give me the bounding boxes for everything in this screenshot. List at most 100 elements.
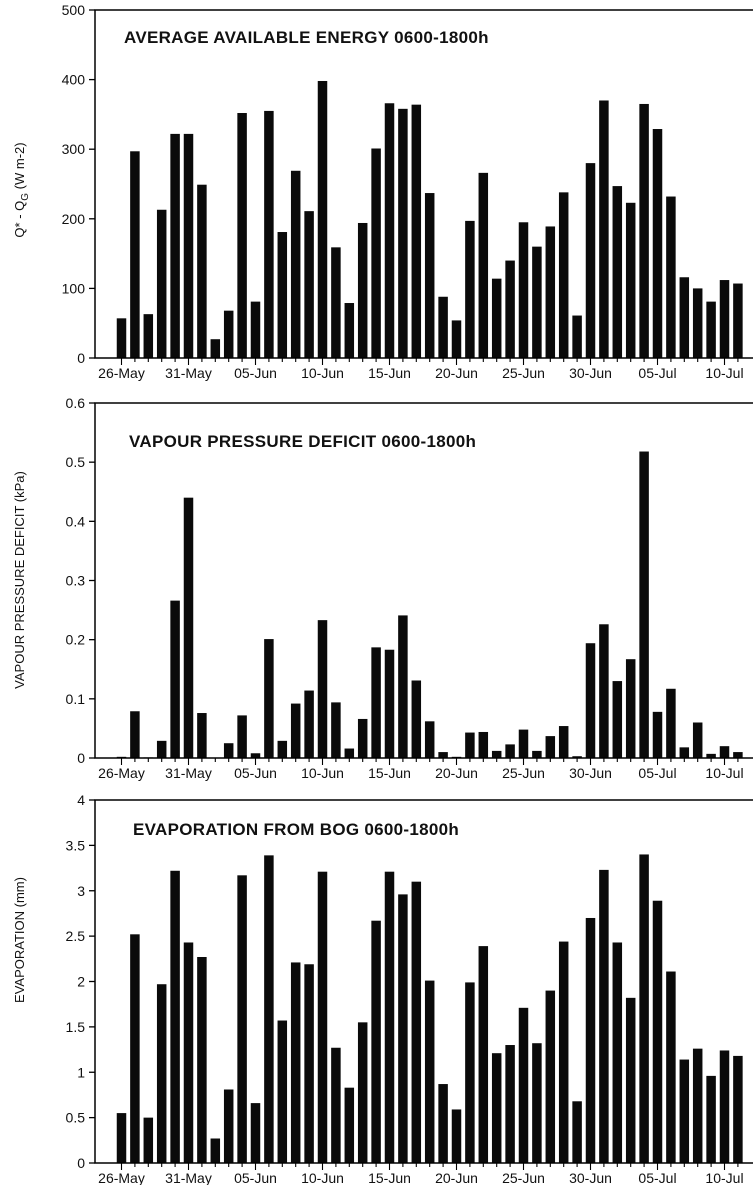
- bar: [237, 875, 247, 1163]
- x-tick-label: 15-Jun: [368, 1170, 411, 1185]
- bar: [719, 1050, 730, 1163]
- bar: [505, 744, 515, 758]
- bar: [156, 209, 167, 358]
- x-tick-label: 26-May: [98, 365, 145, 381]
- bar: [652, 129, 663, 358]
- bar: [612, 186, 623, 358]
- bar: [277, 232, 288, 358]
- bar: [625, 659, 636, 758]
- bar: [250, 753, 261, 758]
- bar: [277, 1020, 288, 1163]
- bar: [183, 942, 194, 1163]
- bar: [625, 202, 636, 358]
- bar: [223, 1089, 234, 1163]
- bar: [706, 301, 716, 358]
- bar: [424, 193, 435, 358]
- x-tick-label: 15-Jun: [368, 365, 411, 381]
- y-tick-label: 0.5: [66, 454, 86, 470]
- bar: [197, 184, 207, 358]
- bar: [357, 222, 368, 358]
- x-tick-label: 31-May: [165, 765, 212, 781]
- bar: [478, 731, 489, 758]
- x-tick-label: 05-Jul: [638, 1170, 676, 1185]
- y-tick-label: 500: [62, 2, 86, 18]
- bar: [411, 104, 422, 358]
- x-tick-label: 10-Jul: [705, 365, 743, 381]
- bar: [532, 750, 542, 758]
- x-tick-label: 05-Jun: [234, 365, 277, 381]
- bar: [197, 713, 207, 758]
- bar: [304, 690, 314, 758]
- bar: [572, 1101, 582, 1163]
- y-tick-label: 0: [77, 750, 85, 766]
- bar: [183, 497, 194, 758]
- bar: [652, 711, 663, 758]
- axes: 0 0.5 1 1.5 2 2.5 3 3.5 4 26-May 31-May 05-Jun 10-Ju…: [66, 792, 753, 1185]
- y-tick-label: 0: [77, 1155, 85, 1171]
- bar: [411, 680, 422, 758]
- bar: [357, 718, 368, 758]
- bar: [572, 315, 582, 358]
- bar: [116, 318, 127, 358]
- bar: [505, 1045, 515, 1163]
- bar: [371, 647, 381, 758]
- y-tick-label: 100: [62, 280, 86, 296]
- bar: [585, 917, 596, 1163]
- bar: [143, 314, 154, 358]
- y-tick-label: 1: [77, 1064, 85, 1080]
- bar: [371, 920, 381, 1163]
- bar: [130, 151, 140, 358]
- chart-title: AVERAGE AVAILABLE ENERGY 0600-1800h: [124, 28, 489, 47]
- y-tick-label: 0: [77, 350, 85, 366]
- panel-vapour-pressure-deficit: VAPOUR PRESSURE DEFICIT 0600-1800h VAPOU…: [12, 395, 753, 781]
- bar: [304, 964, 314, 1163]
- y-tick-label: 0.3: [66, 573, 86, 589]
- bar: [451, 1109, 462, 1163]
- bar: [223, 743, 234, 758]
- bar: [170, 133, 180, 358]
- bar: [170, 600, 180, 758]
- bar: [733, 752, 743, 758]
- bar: [398, 894, 408, 1163]
- bar: [331, 1047, 341, 1163]
- bar: [532, 1043, 542, 1163]
- bar: [197, 957, 207, 1163]
- bar: [438, 1084, 448, 1163]
- bar: [357, 1022, 368, 1163]
- x-tick-label: 26-May: [98, 765, 145, 781]
- bar: [545, 736, 556, 758]
- bar: [558, 941, 569, 1163]
- y-tick-label: 0.4: [66, 513, 86, 529]
- bar: [290, 170, 301, 358]
- bar: [290, 962, 301, 1163]
- bar: [692, 288, 703, 358]
- bar: [491, 750, 502, 758]
- y-axis-label-main: Q* - Q: [12, 201, 27, 238]
- x-tick-label: 10-Jul: [705, 1170, 743, 1185]
- bar: [692, 722, 703, 758]
- bar: [545, 990, 556, 1163]
- bar: [156, 740, 167, 758]
- bar: [317, 620, 328, 758]
- bar: [733, 283, 743, 358]
- bar: [733, 1055, 743, 1163]
- bar: [612, 681, 623, 758]
- chart-title: EVAPORATION FROM BOG 0600-1800h: [133, 820, 459, 839]
- y-axis-label-unit: (W m-2): [12, 142, 27, 193]
- x-tick-label: 10-Jun: [301, 365, 344, 381]
- bar: [572, 756, 582, 758]
- bar: [585, 163, 596, 358]
- bar: [290, 703, 301, 758]
- bar: [237, 715, 247, 758]
- bar: [264, 639, 274, 758]
- bar: [465, 220, 475, 358]
- x-tick-label: 05-Jun: [234, 1170, 277, 1185]
- bar: [451, 320, 462, 358]
- bar: [625, 997, 636, 1163]
- bar: [639, 854, 649, 1163]
- y-tick-label: 0.6: [66, 395, 86, 411]
- bar: [612, 942, 623, 1163]
- x-tick-label: 20-Jun: [435, 365, 478, 381]
- bar: [639, 451, 649, 758]
